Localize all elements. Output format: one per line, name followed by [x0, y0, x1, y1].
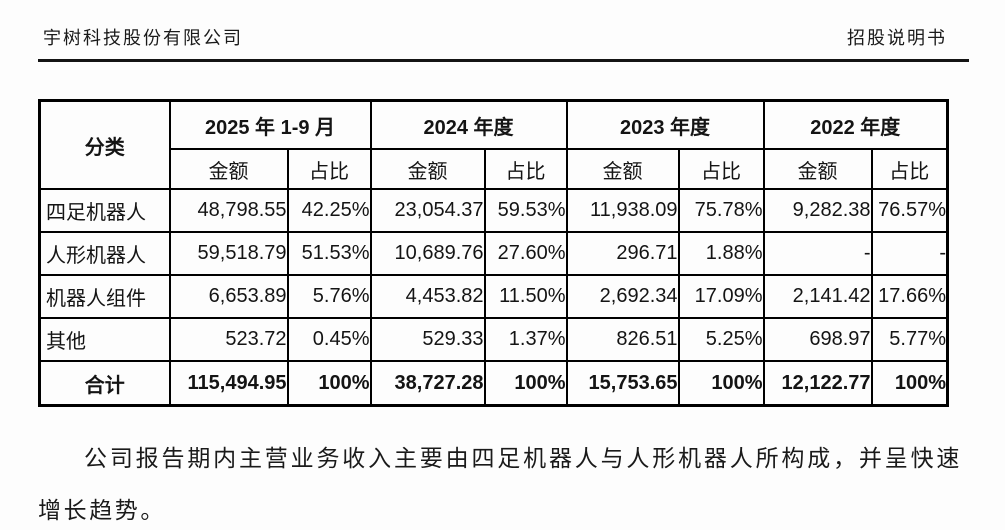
table-cell: 5.25%: [677, 317, 765, 362]
page-header: 宇树科技股份有限公司 招股说明书: [38, 24, 969, 59]
table-cell: -: [762, 231, 873, 276]
table-cell: 0.45%: [286, 317, 372, 362]
period-header-2025: 2025 年 1-9 月: [168, 99, 372, 150]
table-cell: 4,453.82: [369, 274, 486, 319]
table-cell: 296.71: [565, 231, 680, 276]
table-cell: 17.09%: [677, 274, 765, 319]
table-cell: 59,518.79: [168, 231, 289, 276]
table-cell: 115,494.95: [168, 360, 289, 407]
table-cell: 6,653.89: [168, 274, 289, 319]
table-row-humanoid-robot: 人形机器人 59,518.79 51.53% 10,689.76 27.60% …: [38, 231, 949, 276]
period-header-2022: 2022 年度: [762, 99, 949, 150]
table-cell: 2,141.42: [762, 274, 873, 319]
table-cell: 5.77%: [870, 317, 949, 362]
table-cell: 100%: [870, 360, 949, 407]
table-cell: 1.37%: [483, 317, 568, 362]
table-cell: 48,798.55: [168, 188, 289, 233]
table-cell: 38,727.28: [369, 360, 486, 407]
row-category: 四足机器人: [38, 188, 171, 233]
table-cell: 15,753.65: [565, 360, 680, 407]
table-cell: 11,938.09: [565, 188, 680, 233]
ratio-column-header: 占比: [870, 148, 949, 190]
table-cell: 100%: [677, 360, 765, 407]
table-cell: 11.50%: [483, 274, 568, 319]
table-cell: 59.53%: [483, 188, 568, 233]
table-cell: 10,689.76: [369, 231, 486, 276]
amount-column-header: 金额: [565, 148, 680, 190]
document-page: 宇树科技股份有限公司 招股说明书 分类 2025 年 1-9 月 2024 年度…: [0, 24, 1005, 530]
period-header-2024: 2024 年度: [369, 99, 568, 150]
amount-column-header: 金额: [762, 148, 873, 190]
doc-type-label: 招股说明书: [847, 28, 947, 48]
table-cell: 1.88%: [677, 231, 765, 276]
table-cell: 100%: [483, 360, 568, 407]
table-cell: 75.78%: [677, 188, 765, 233]
table-cell: 27.60%: [483, 231, 568, 276]
table-row-other: 其他 523.72 0.45% 529.33 1.37% 826.51 5.25…: [38, 317, 949, 362]
table-cell: 100%: [286, 360, 372, 407]
table-period-header-row: 分类 2025 年 1-9 月 2024 年度 2023 年度 2022 年度: [38, 99, 949, 190]
table-cell: 698.97: [762, 317, 873, 362]
company-name: 宇树科技股份有限公司: [43, 28, 243, 48]
body-paragraph: 公司报告期内主营业务收入主要由四足机器人与人形机器人所构成，并呈快速增长趋势。: [38, 446, 962, 523]
table-cell: 12,122.77: [762, 360, 873, 407]
table-row-quadruped-robot: 四足机器人 48,798.55 42.25% 23,054.37 59.53% …: [38, 188, 949, 233]
category-column-header: 分类: [38, 99, 171, 190]
table-cell: 51.53%: [286, 231, 372, 276]
amount-column-header: 金额: [369, 148, 486, 190]
table-cell: 76.57%: [870, 188, 949, 233]
table-cell: 826.51: [565, 317, 680, 362]
ratio-column-header: 占比: [483, 148, 568, 190]
table-subheader-row: 金额 占比 金额 占比 金额 占比 金额 占比: [40, 148, 949, 190]
row-category: 其他: [38, 317, 171, 362]
ratio-column-header: 占比: [286, 148, 372, 190]
row-category: 人形机器人: [38, 231, 171, 276]
amount-column-header: 金额: [168, 148, 289, 190]
header-rule: 宇树科技股份有限公司 招股说明书: [38, 24, 969, 62]
table-cell: 23,054.37: [369, 188, 486, 233]
table-cell: 523.72: [168, 317, 289, 362]
table-cell: -: [870, 231, 949, 276]
table-row-robot-components: 机器人组件 6,653.89 5.76% 4,453.82 11.50% 2,6…: [38, 274, 949, 319]
table-cell: 2,692.34: [565, 274, 680, 319]
table-cell: 529.33: [369, 317, 486, 362]
table-cell: 17.66%: [870, 274, 949, 319]
row-category: 合计: [38, 360, 171, 407]
row-category: 机器人组件: [38, 274, 171, 319]
table-cell: 5.76%: [286, 274, 372, 319]
ratio-column-header: 占比: [677, 148, 765, 190]
table-cell: 9,282.38: [762, 188, 873, 233]
table-cell: 42.25%: [286, 188, 372, 233]
table-row-total: 合计 115,494.95 100% 38,727.28 100% 15,753…: [38, 360, 949, 407]
revenue-breakdown-table: 分类 2025 年 1-9 月 2024 年度 2023 年度 2022 年度 …: [38, 99, 950, 407]
period-header-2023: 2023 年度: [565, 99, 765, 150]
